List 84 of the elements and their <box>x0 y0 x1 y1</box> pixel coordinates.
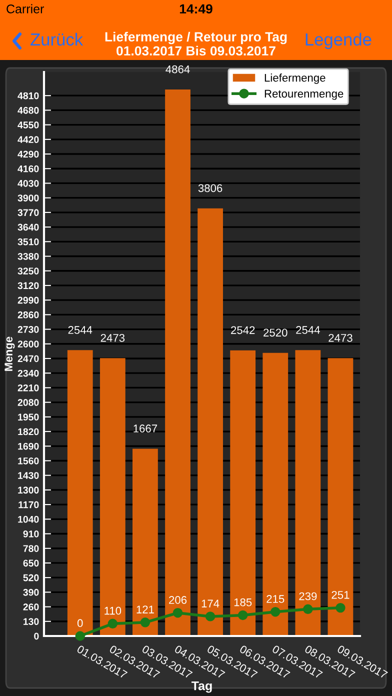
y-tick-label: 2210 <box>18 384 39 392</box>
point <box>336 602 346 613</box>
data-label: 215 <box>266 595 284 603</box>
y-tick-label: 3250 <box>18 268 39 274</box>
y-tick-label: 910 <box>23 530 39 538</box>
point <box>303 604 313 614</box>
x-axis-title: Tag <box>191 682 212 693</box>
y-tick-label: 1170 <box>18 501 39 508</box>
data-label: 121 <box>136 606 154 614</box>
data-label: 110 <box>104 606 122 615</box>
data-label: 2544 <box>296 326 320 334</box>
point <box>238 610 248 620</box>
data-label: 185 <box>234 598 252 606</box>
data-label: 0 <box>77 619 83 628</box>
y-tick-label: 1300 <box>18 486 39 494</box>
y-tick-label: 4420 <box>18 136 39 144</box>
y-tick-label: 260 <box>23 604 39 610</box>
y-tick-label: 3380 <box>18 252 39 260</box>
y-tick-label: 0 <box>34 632 39 640</box>
point <box>205 612 216 622</box>
data-label: 4864 <box>166 65 190 74</box>
bar <box>165 90 190 636</box>
y-tick-label: 3770 <box>18 209 39 216</box>
data-label: 239 <box>299 592 317 600</box>
y-tick-label: 1950 <box>18 414 39 421</box>
y-tick-label: 4680 <box>18 106 39 114</box>
data-label: 2542 <box>231 326 255 334</box>
data-label: 206 <box>169 596 187 604</box>
y-tick-label: 1430 <box>18 472 39 479</box>
y-tick-label: 2990 <box>18 296 39 304</box>
data-label: 2520 <box>264 328 288 337</box>
data-label: 2544 <box>68 326 92 334</box>
point <box>75 631 85 641</box>
y-tick-label: 2470 <box>18 355 39 362</box>
y-tick-label: 2860 <box>18 311 39 318</box>
text: Carrier <box>6 4 44 14</box>
y-tick-label: 2600 <box>18 340 39 348</box>
y-tick-label: 3510 <box>18 238 39 246</box>
y-tick-label: 4160 <box>18 165 39 172</box>
legend-label: Retourenmenge <box>264 90 344 100</box>
y-tick-label: 2080 <box>18 399 39 406</box>
y-tick-label: 1040 <box>18 516 39 523</box>
chart-title: Liefermenge / Retour pro Tag <box>105 32 287 44</box>
bar <box>295 350 321 636</box>
y-tick-label: 4290 <box>18 150 39 158</box>
point <box>270 606 280 617</box>
data-label: 251 <box>332 590 350 599</box>
bar <box>132 448 158 636</box>
y-tick-label: 3640 <box>18 224 39 231</box>
y-tick-label: 1560 <box>18 457 39 464</box>
y-tick-label: 3900 <box>18 194 39 202</box>
y-tick-label: 3120 <box>18 282 39 290</box>
bar <box>328 358 354 636</box>
bar <box>230 350 256 636</box>
y-tick-label: 1690 <box>18 442 39 450</box>
point <box>108 618 118 629</box>
y-tick-label: 650 <box>23 560 39 567</box>
y-axis-title: Menge <box>4 336 15 371</box>
y-tick-label: 4810 <box>18 92 39 100</box>
bar <box>262 352 288 636</box>
legend-label: Liefermenge <box>264 74 326 84</box>
data-label: 3806 <box>198 184 222 192</box>
bar <box>100 358 126 636</box>
point <box>140 618 150 628</box>
y-tick-label: 4550 <box>18 122 39 128</box>
text: Legende <box>306 32 372 50</box>
data-label: 174 <box>202 600 220 608</box>
data-label: 1667 <box>134 424 158 432</box>
data-label: 2473 <box>100 334 125 342</box>
bar <box>198 208 223 636</box>
text: 14:49 <box>180 4 212 14</box>
y-tick-label: 2730 <box>18 326 39 333</box>
data-label: 2473 <box>328 334 352 342</box>
chart-subtitle: 01.03.2017 Bis 09.03.2017 <box>116 46 276 56</box>
y-tick-label: 1820 <box>18 428 39 436</box>
y-tick-label: 4030 <box>18 180 39 187</box>
point <box>172 608 183 618</box>
y-tick-label: 390 <box>23 588 39 596</box>
text: Zurück <box>30 32 84 46</box>
y-tick-label: 130 <box>24 618 39 626</box>
bar <box>67 350 93 636</box>
y-tick-label: 520 <box>23 574 39 582</box>
y-tick-label: 2340 <box>18 370 39 377</box>
y-tick-label: 780 <box>23 545 39 552</box>
